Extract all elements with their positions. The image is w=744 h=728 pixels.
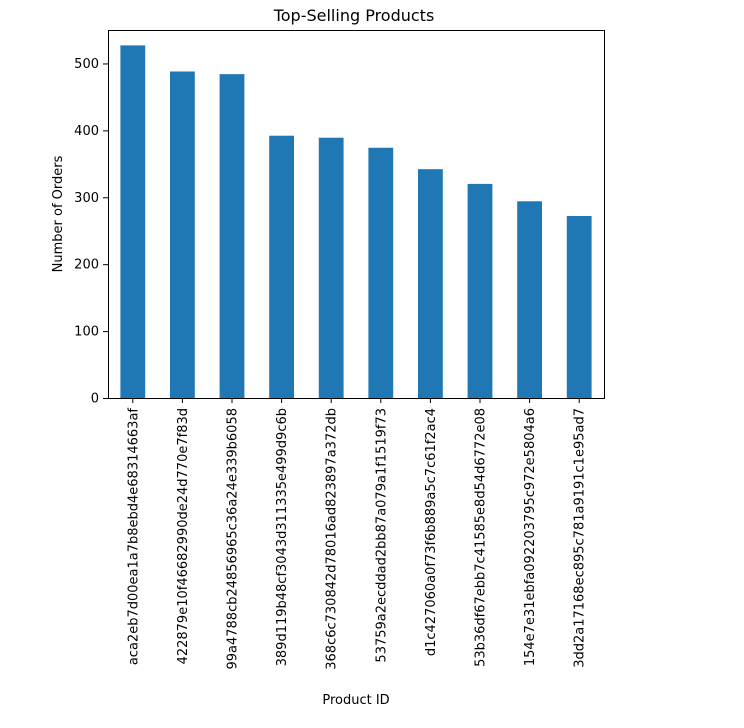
bar — [517, 201, 542, 398]
x-axis-label: Product ID — [322, 693, 389, 708]
x-tick-label: 389d119b48cf3043d311335e499d9c6b — [275, 408, 290, 666]
bar — [170, 71, 195, 398]
bar — [418, 169, 443, 398]
x-tick-label: 99a4788cb24856965c36a24e339b6058 — [226, 408, 241, 670]
y-axis-label: Number of Orders — [51, 155, 66, 272]
bar — [120, 45, 146, 398]
y-tick-label: 0 — [91, 392, 99, 407]
y-tick-label: 200 — [74, 258, 99, 273]
bar — [318, 137, 344, 398]
bar — [467, 183, 493, 398]
x-tick-label: 368c6c730842d78016ad823897a372db — [325, 408, 340, 670]
x-tick-label: 53759a2ecddad2bb87a079a1f1519f73 — [374, 408, 389, 663]
bar — [269, 135, 294, 398]
bar — [566, 216, 592, 398]
x-tick-label: 422879e10f46682990de24d770e7f83d — [176, 408, 191, 664]
x-tick-label: 154e7e31ebfa092203795c972e5804a6 — [523, 408, 538, 666]
x-axis-ticks: aca2eb7d00ea1a7b8ebd4e68314663af 422879e1… — [126, 398, 588, 670]
x-tick-label: 3dd2a17168ec895c781a9191c1e95ad7 — [573, 408, 588, 668]
x-tick-label: 53b36df67ebb7c41585e8d54d6772e08 — [474, 408, 489, 667]
y-tick-label: 300 — [74, 191, 99, 206]
x-tick-label: aca2eb7d00ea1a7b8ebd4e68314663af — [126, 408, 141, 666]
y-tick-label: 400 — [74, 124, 99, 139]
bar — [368, 147, 394, 398]
bar — [219, 74, 245, 398]
y-tick-label: 100 — [74, 325, 99, 340]
y-axis-ticks: 0 100 200 300 400 500 — [74, 57, 108, 407]
plot-frame — [108, 30, 605, 399]
chart-title: Top-Selling Products — [273, 6, 435, 25]
x-tick-label: d1c427060a0f73f6b889a5c7c61f2ac4 — [424, 408, 439, 656]
bars-group — [120, 45, 592, 398]
y-tick-label: 500 — [74, 57, 99, 72]
